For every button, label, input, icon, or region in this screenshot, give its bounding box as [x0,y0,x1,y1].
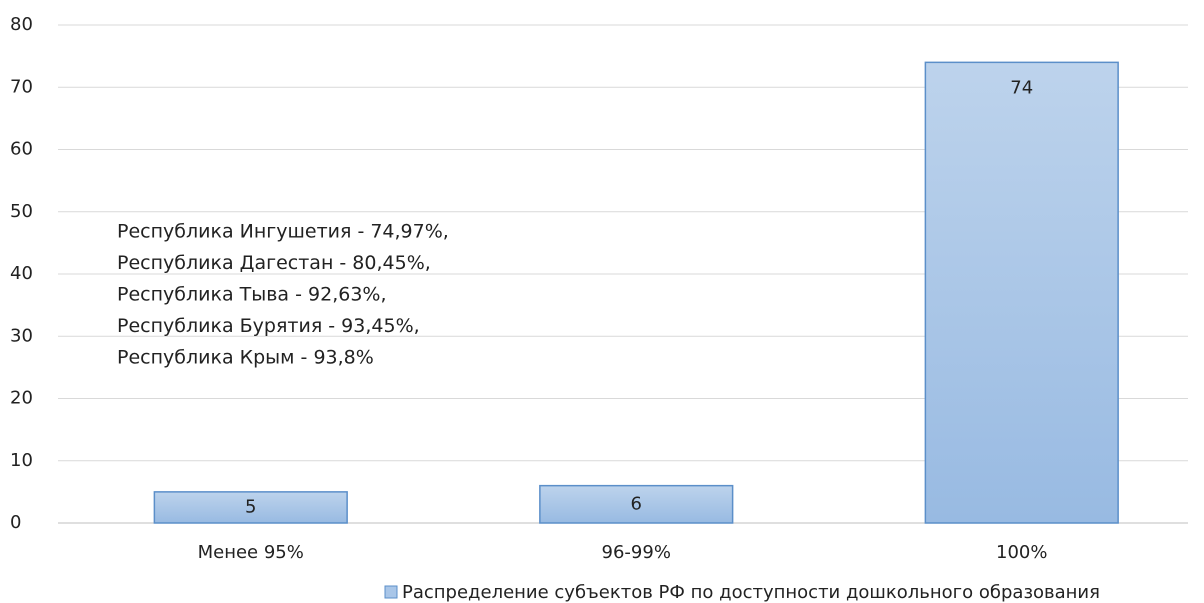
x-tick-label: Менее 95% [198,542,304,563]
annotation: Республика Дагестан - 80,45%, [117,252,431,274]
data-label: 5 [245,496,256,517]
x-tick-label: 100% [996,542,1047,563]
y-tick-label: 10 [10,450,33,471]
annotation: Республика Тыва - 92,63%, [117,284,387,306]
y-tick-label: 50 [10,201,33,222]
data-label: 6 [631,493,642,514]
x-tick-label: 96-99% [602,542,671,563]
annotation: Республика Ингушетия - 74,97%, [117,221,449,243]
bar [924,61,1119,524]
bar [539,484,734,524]
legend-swatch [384,585,398,599]
y-tick-label: 40 [10,263,33,284]
y-tick-label: 60 [10,139,33,160]
y-tick-label: 70 [10,76,33,97]
data-label: 74 [1010,77,1033,98]
y-tick-label: 20 [10,388,33,409]
bar [153,491,348,524]
y-tick-label: 80 [10,14,33,35]
annotation: Республика Крым - 93,8% [117,347,374,369]
y-tick-label: 0 [10,512,21,533]
legend-label: Распределение субъектов РФ по доступност… [402,582,1100,603]
annotation: Республика Бурятия - 93,45%, [117,315,420,337]
y-tick-label: 30 [10,325,33,346]
